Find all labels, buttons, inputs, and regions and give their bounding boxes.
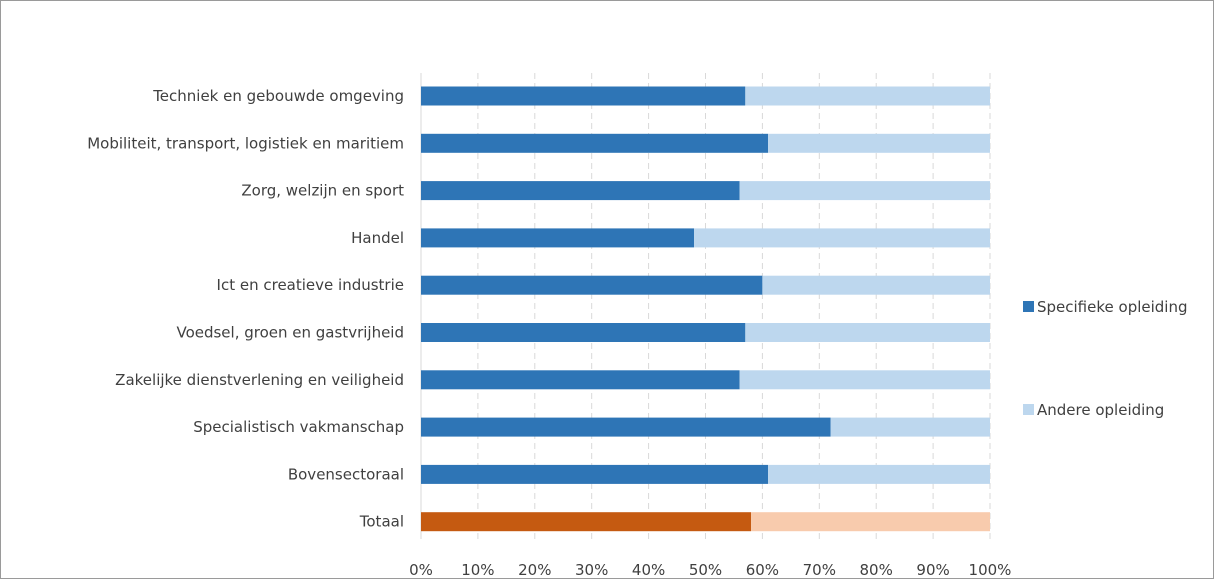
bar-segment — [745, 323, 990, 342]
gridlines — [420, 73, 991, 539]
x-tick-label: 30% — [575, 561, 608, 579]
x-tick-label: 60% — [746, 561, 779, 579]
category-label: Specialistisch vakmanschap — [193, 418, 404, 436]
category-label: Mobiliteit, transport, logistiek en mari… — [87, 134, 404, 152]
x-tick-label: 50% — [689, 561, 722, 579]
category-label: Techniek en gebouwde omgeving — [152, 87, 404, 105]
x-tick-label: 70% — [803, 561, 836, 579]
legend-swatch — [1023, 301, 1034, 312]
bar-segment — [421, 181, 740, 201]
bar-segment — [739, 370, 990, 390]
category-label: Zorg, welzijn en sport — [241, 182, 404, 200]
bar-segment — [768, 464, 990, 484]
bar-segment — [762, 275, 990, 295]
bar-segment — [745, 86, 990, 106]
x-tick-label: 100% — [969, 561, 1012, 579]
bar-segment — [421, 323, 746, 342]
bar-segment — [421, 86, 746, 106]
category-label: Zakelijke dienstverlening en veiligheid — [115, 371, 404, 389]
bar-segment — [768, 133, 990, 153]
bar-segment — [421, 133, 769, 153]
category-label: Totaal — [359, 513, 404, 531]
bar-segment — [421, 512, 752, 532]
x-tick-label: 20% — [518, 561, 551, 579]
legend-swatch — [1023, 404, 1034, 415]
bars — [421, 86, 990, 532]
category-label: Ict en creatieve industrie — [217, 276, 404, 294]
bar-segment — [421, 417, 831, 437]
bar-segment — [830, 417, 990, 437]
legend-label: Andere opleiding — [1037, 401, 1164, 419]
bar-segment — [694, 228, 990, 248]
x-tick-labels: 0% 10% 20% 30% 40% 50% 60% 70% 80% 90% 100% — [409, 561, 1011, 579]
legend-label: Specifieke opleiding — [1037, 298, 1188, 316]
category-label: Handel — [351, 229, 404, 247]
category-label: Bovensectoraal — [288, 465, 404, 483]
bar-segment — [739, 181, 990, 201]
category-labels: Techniek en gebouwde omgeving Mobiliteit,… — [87, 87, 404, 531]
x-tick-label: 90% — [916, 561, 949, 579]
bar-segment — [421, 464, 769, 484]
category-label: Voedsel, groen en gastvrijheid — [176, 324, 404, 342]
bar-segment — [751, 512, 990, 532]
legend: Specifieke opleiding Andere opleiding — [1023, 298, 1188, 419]
x-tick-label: 80% — [860, 561, 893, 579]
bar-segment — [421, 370, 740, 390]
bar-segment — [421, 275, 763, 295]
bar-segment — [421, 228, 695, 248]
x-tick-label: 0% — [409, 561, 433, 579]
x-tick-label: 10% — [461, 561, 494, 579]
x-tick-label: 40% — [632, 561, 665, 579]
